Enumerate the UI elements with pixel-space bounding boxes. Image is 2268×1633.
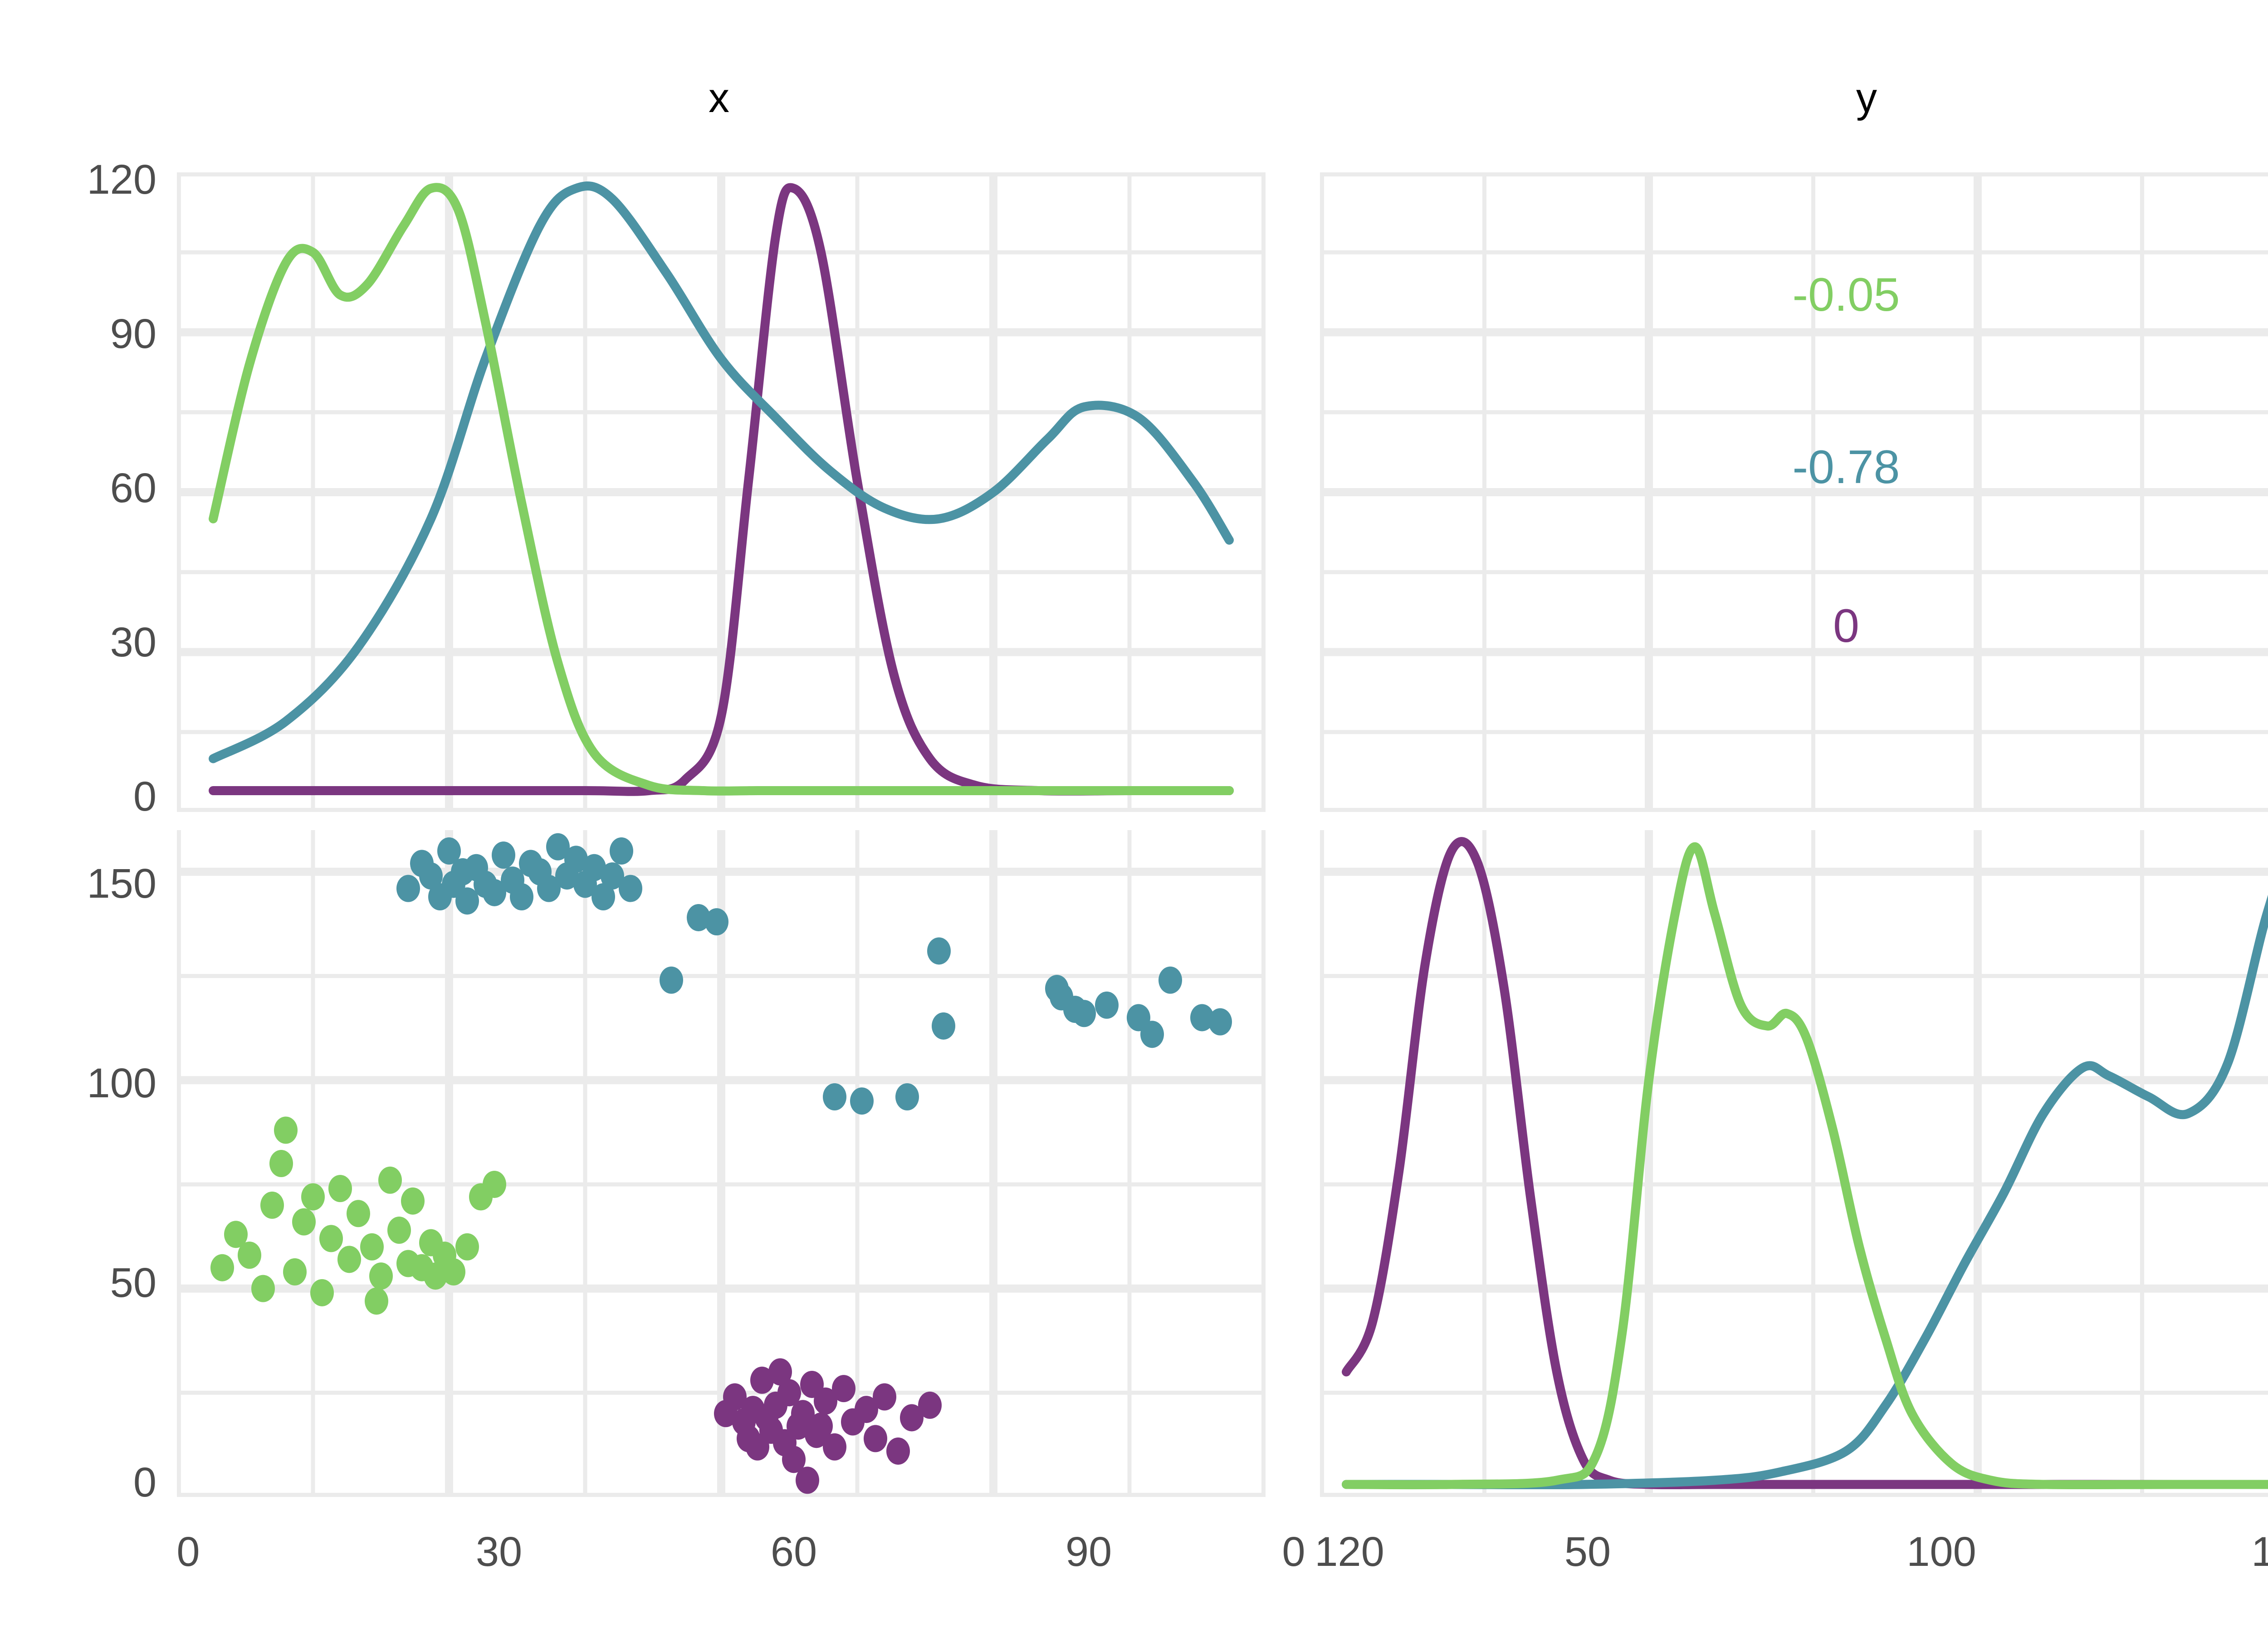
panel-correlation-xy: -0.05 -0.78 0 — [1320, 172, 2268, 812]
tick-label-top-left-y-60: 60 — [110, 465, 156, 511]
tick-label-bottom-left-y-0: 0 — [133, 1459, 156, 1506]
tick-label-bottom-left-x-60: 60 — [770, 1529, 817, 1575]
panel-density-x — [177, 172, 1266, 812]
tick-label-bottom-left-x-90: 90 — [1065, 1529, 1112, 1575]
correlation-value-cluster2: -0.78 — [1792, 441, 1900, 494]
panel-scatter-yx — [177, 830, 1266, 1497]
tick-label-bottom-right-x-150: 150 — [2251, 1529, 2268, 1575]
tick-label-bottom-right-x-0: 0 — [1282, 1529, 1305, 1575]
tick-label-bottom-left-y-100: 100 — [87, 1060, 157, 1106]
tick-label-top-left-y-120: 120 — [87, 156, 157, 203]
tick-label-top-left-y-30: 30 — [110, 619, 156, 665]
panel-density-x-canvas — [177, 172, 1266, 812]
correlation-value-cluster1: 0 — [1833, 600, 1859, 652]
column-title-y: y — [1856, 75, 1877, 121]
tick-label-bottom-left-x-120: 120 — [1315, 1529, 1384, 1575]
tick-label-top-left-y-0: 0 — [133, 773, 156, 820]
tick-label-bottom-left-x-30: 30 — [475, 1529, 523, 1575]
tick-label-bottom-right-x-50: 50 — [1564, 1529, 1611, 1575]
tick-label-top-left-y-90: 90 — [110, 311, 156, 357]
column-title-x: x — [709, 75, 729, 121]
tick-label-bottom-left-y-50: 50 — [110, 1260, 156, 1306]
correlation-value-cluster3: -0.05 — [1792, 269, 1900, 321]
panel-scatter-yx-canvas — [177, 830, 1266, 1497]
panel-density-y — [1320, 830, 2268, 1497]
tick-label-bottom-right-x-100: 100 — [1906, 1529, 1976, 1575]
tick-label-bottom-left-y-150: 150 — [87, 861, 157, 907]
panel-density-y-canvas — [1320, 830, 2268, 1497]
tick-label-bottom-left-x-0: 0 — [176, 1529, 200, 1575]
panel-correlation-xy-canvas — [1320, 172, 2268, 812]
